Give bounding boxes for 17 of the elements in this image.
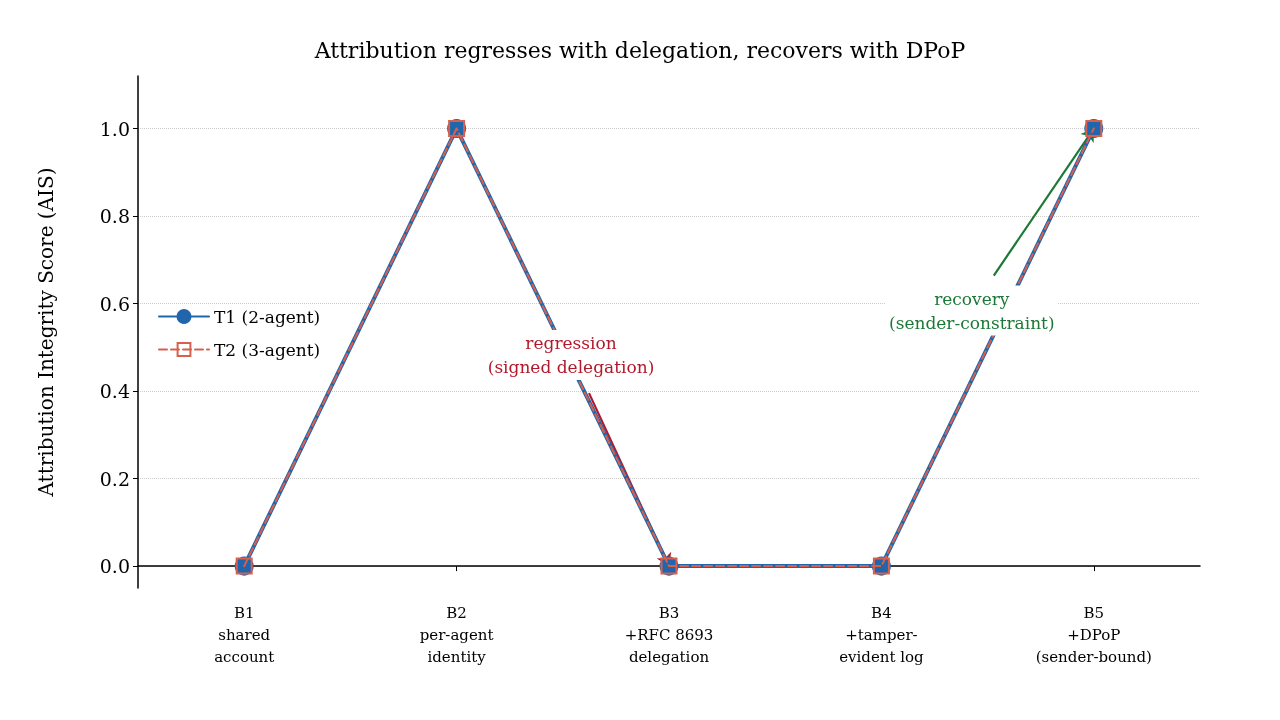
annotation: regression (signed delegation) (487, 333, 655, 378)
x-tick-label: B2 per-agent identity (419, 604, 494, 666)
y-axis-title: Attribution Integrity Score (AIS) (34, 167, 58, 498)
legend-label: T2 (3-agent) (214, 339, 321, 360)
annotation: recovery (sender-constraint) (889, 288, 1055, 333)
y-tick-label: 0.4 (99, 380, 130, 403)
legend-label: T1 (2-agent) (214, 306, 321, 327)
y-tick-label: 0.8 (99, 205, 130, 228)
x-tick-label: B4 +tamper- evident log (839, 604, 925, 666)
x-tick-label: B5 +DPoP (sender-bound) (1035, 604, 1152, 666)
chart-title: Attribution regresses with delegation, recovers with DPoP (313, 37, 966, 63)
y-tick-label: 0.6 (99, 292, 130, 315)
y-tick-label: 0.0 (99, 555, 130, 578)
y-tick-label: 0.2 (99, 467, 130, 490)
x-tick-label: B3 +RFC 8693 delegation (624, 604, 714, 666)
x-tick-label: B1 shared account (214, 604, 275, 666)
y-tick-label: 1.0 (99, 117, 130, 140)
